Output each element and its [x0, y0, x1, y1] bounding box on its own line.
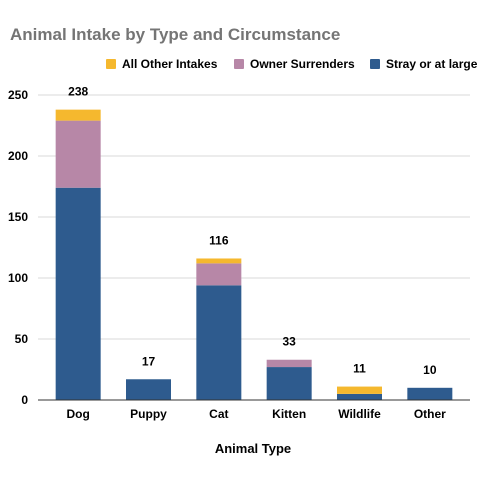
bar-segment-wildlife-s0 [337, 393, 382, 400]
y-axis-ticks: 0 50 100 150 200 250 [8, 88, 28, 407]
legend: All Other Intakes Owner Surrenders Stray o… [106, 57, 478, 71]
y-tick-label: 50 [15, 332, 29, 346]
bar-segment-kitten-s0 [266, 367, 312, 400]
bar-segment-dog-s2 [55, 109, 101, 121]
bar-segment-wildlife-s2 [337, 386, 382, 394]
x-tick-label-dog: Dog [67, 407, 90, 421]
total-label-wildlife: 11 [353, 362, 366, 376]
bar-segment-cat-s2 [196, 258, 242, 264]
gridlines [38, 94, 470, 340]
x-tick-label-kitten: Kitten [272, 407, 306, 421]
x-axis-title: Animal Type [215, 441, 291, 456]
x-tick-label-puppy: Puppy [130, 407, 167, 421]
chart-title: Animal Intake by Type and Circumstance [10, 25, 340, 44]
bar-segment-dog-s1 [55, 120, 101, 188]
legend-label: Stray or at large [386, 57, 478, 71]
legend-label: All Other Intakes [122, 57, 218, 71]
total-label-puppy: 17 [142, 354, 156, 368]
legend-label: Owner Surrenders [250, 57, 355, 71]
bar-segment-kitten-s1 [266, 359, 312, 368]
x-tick-label-cat: Cat [209, 407, 228, 421]
y-tick-label: 100 [8, 271, 28, 285]
bar-segment-other-s0 [407, 387, 453, 400]
bar-segment-cat-s0 [196, 285, 242, 400]
bar-segment-dog-s0 [55, 187, 101, 400]
y-tick-label: 250 [8, 88, 28, 102]
y-tick-label: 0 [21, 393, 28, 407]
bars [55, 109, 453, 400]
x-tick-label-other: Other [414, 407, 446, 421]
y-tick-label: 150 [8, 210, 28, 224]
bar-segment-cat-s1 [196, 263, 242, 286]
bar-segment-puppy-s0 [126, 379, 171, 400]
total-label-dog: 238 [68, 85, 88, 99]
total-label-cat: 116 [209, 233, 229, 247]
x-tick-label-wildlife: Wildlife [338, 407, 381, 421]
legend-swatch [370, 59, 380, 69]
total-label-other: 10 [423, 363, 437, 377]
y-tick-label: 200 [8, 149, 28, 163]
legend-swatch [106, 59, 116, 69]
total-label-kitten: 33 [282, 335, 296, 349]
x-axis-ticks: Dog Puppy Cat Kitten Wildlife Other [67, 407, 447, 421]
legend-swatch [234, 59, 244, 69]
total-labels: 238 17 116 33 11 10 [68, 85, 437, 377]
